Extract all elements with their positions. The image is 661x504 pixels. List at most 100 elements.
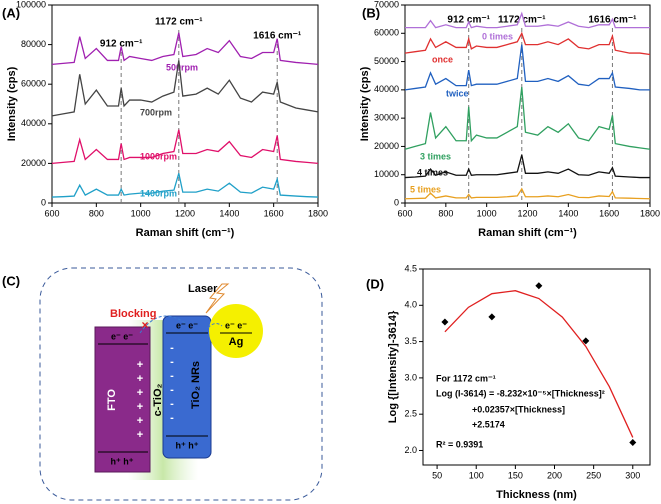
nrs-label: TiO₂ NRs: [190, 361, 202, 409]
laser: Laser: [188, 283, 218, 295]
ag-particle: [209, 304, 263, 358]
laser-icon: [205, 283, 230, 314]
charge: +: [137, 429, 143, 441]
plot-frame: [422, 268, 651, 466]
y-tick-label: 100000: [16, 0, 46, 9]
charge: -: [170, 412, 174, 424]
arrow: [207, 322, 223, 329]
spectrum: [51, 173, 319, 198]
charge: +: [137, 387, 143, 399]
y-tick-label: 40000: [21, 118, 46, 128]
series-label: 1400rpm: [140, 188, 177, 198]
y-tick-label: 3.5: [404, 336, 417, 346]
ag-label: Ag: [229, 336, 244, 348]
spectrum: [404, 31, 651, 56]
point: [488, 313, 496, 321]
y-tick-label: 2.5: [404, 409, 417, 419]
series-label: once: [432, 54, 453, 64]
series-label: 1000rpm: [140, 151, 177, 161]
series-label: 500rpm: [166, 62, 198, 72]
point: [582, 337, 590, 345]
y-tick-label: 70000: [374, 0, 399, 9]
marker-label: 1172 cm⁻¹: [155, 17, 203, 28]
spectrum: [404, 154, 650, 179]
blocking: Blocking: [110, 308, 156, 320]
x-tick-label: 1800: [308, 208, 328, 218]
x-tick-label: 1200: [175, 208, 195, 218]
series-label: 0 times: [482, 31, 513, 41]
charge: -: [170, 398, 174, 410]
spectrum: [51, 60, 319, 117]
fto-label: FTO: [106, 389, 118, 411]
y-tick-label: 4.5: [404, 263, 417, 273]
x-axis-title: Raman shift (cm⁻¹): [478, 227, 577, 239]
x-tick-label: 600: [397, 208, 412, 218]
spectrum: [404, 44, 650, 91]
holes: h⁺ h⁺: [176, 440, 199, 450]
marker-label: 1172 cm⁻¹: [498, 15, 546, 26]
x-tick-label: 150: [508, 470, 523, 480]
charge: -: [170, 384, 174, 396]
series-label: 5 times: [410, 184, 441, 194]
y-axis-title: Intensity (cps): [359, 66, 371, 141]
spectrum: [404, 187, 651, 200]
y-tick-label: 0: [41, 197, 46, 207]
series-label: 700rpm: [140, 107, 172, 117]
annotation: R² = 0.9391: [436, 439, 483, 449]
x-tick-label: 600: [44, 208, 59, 218]
x-tick-label: 200: [547, 470, 562, 480]
spectrum: [405, 11, 650, 29]
y-tick-label: 30000: [374, 113, 399, 123]
cross: ×: [141, 318, 148, 332]
x-axis-title: Thickness (nm): [496, 489, 577, 501]
fit-curve: [444, 290, 634, 438]
panel-label: (C): [2, 273, 20, 288]
marker-label: 912 cm⁻¹: [447, 15, 490, 26]
x-tick-label: 1200: [517, 208, 537, 218]
y-tick-label: 20000: [374, 141, 399, 151]
panel-label: (A): [2, 5, 20, 20]
x-tick-label: 1800: [640, 208, 660, 218]
y-tick-label: 4.0: [404, 300, 417, 310]
nrs-block: [162, 315, 212, 459]
marker-label: 912 cm⁻¹: [100, 39, 143, 50]
charge: +: [137, 415, 143, 427]
fto-block: [94, 326, 151, 473]
charge: +: [137, 401, 143, 413]
electrons: e⁻ e⁻: [176, 320, 198, 330]
x-tick-label: 250: [586, 470, 601, 480]
electrons: e⁻ e⁻: [111, 331, 133, 341]
x-tick-label: 100: [469, 470, 484, 480]
arrow: [139, 315, 186, 334]
panel-label: (D): [366, 276, 384, 291]
x-axis-title: Raman shift (cm⁻¹): [136, 227, 235, 239]
y-tick-label: 40000: [374, 84, 399, 94]
x-tick-label: 300: [625, 470, 640, 480]
annotation: +2.5174: [472, 419, 505, 429]
x-tick-label: 1400: [219, 208, 239, 218]
charge: +: [137, 373, 143, 385]
marker-label: 1616 cm⁻¹: [253, 31, 302, 42]
frame: [39, 267, 323, 501]
y-tick-label: 80000: [21, 39, 46, 49]
y-tick-label: 0: [394, 197, 399, 207]
x-tick-label: 800: [438, 208, 453, 218]
annotation: For 1172 cm⁻¹: [436, 373, 496, 383]
point: [629, 438, 637, 446]
holes: h⁺ h⁺: [111, 456, 134, 466]
charge: -: [170, 342, 174, 354]
spectrum: [404, 86, 651, 150]
y-axis-title: Intensity (cps): [6, 66, 18, 141]
y-tick-label: 50000: [374, 56, 399, 66]
y-axis-title: Log {[Intensity]-3614}: [387, 310, 399, 423]
y-tick-label: 2.0: [404, 445, 417, 455]
point: [535, 282, 543, 290]
y-tick-label: 3.0: [404, 372, 417, 382]
y-tick-label: 60000: [374, 28, 399, 38]
diagram: (C) Laser Blocking × e⁻ e⁻ h⁺ h⁺ FTO c-T…: [2, 267, 323, 501]
panel-label: (B): [362, 5, 380, 20]
y-tick-label: 20000: [21, 158, 46, 168]
x-tick-label: 800: [89, 208, 104, 218]
series-label: twice: [446, 88, 469, 98]
